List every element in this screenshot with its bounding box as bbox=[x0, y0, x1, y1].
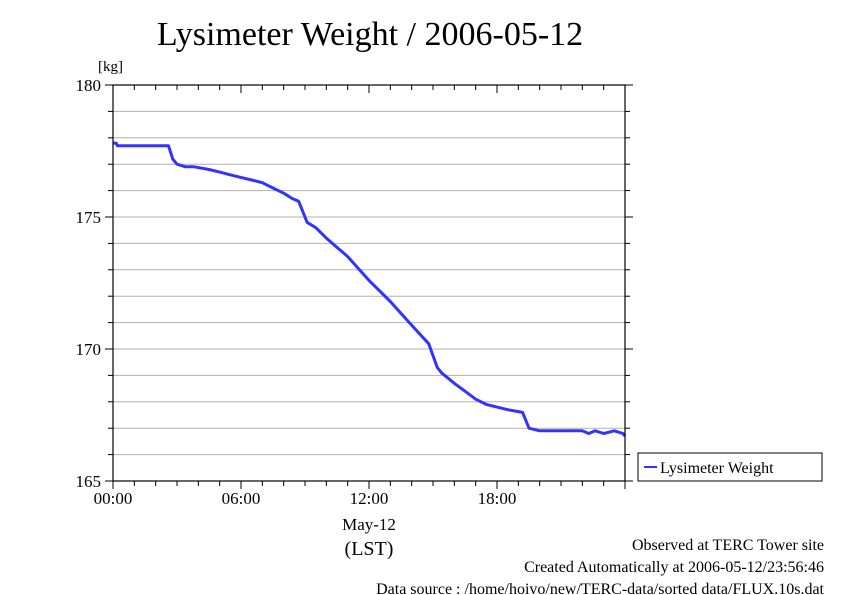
x-tick-label: 12:00 bbox=[350, 489, 389, 508]
x-axis-date-label: May-12 bbox=[342, 515, 396, 534]
plot-frame bbox=[112, 84, 626, 482]
chart-title: Lysimeter Weight / 2006-05-12 bbox=[157, 16, 583, 53]
x-axis-timezone-label: (LST) bbox=[345, 538, 394, 560]
x-tick-label: 06:00 bbox=[222, 489, 261, 508]
footer-created: Created Automatically at 2006-05-12/23:5… bbox=[524, 559, 824, 576]
y-tick-label: 165 bbox=[76, 472, 102, 491]
x-tick-label: 18:00 bbox=[478, 489, 517, 508]
y-axis-label: [kg] bbox=[98, 59, 123, 75]
legend-box bbox=[637, 452, 823, 482]
y-tick-label: 180 bbox=[76, 76, 102, 95]
footer-observed: Observed at TERC Tower site bbox=[632, 537, 824, 554]
y-tick-label: 170 bbox=[76, 340, 102, 359]
legend-label: Lysimeter Weight bbox=[660, 460, 774, 477]
legend: Lysimeter Weight bbox=[637, 452, 823, 482]
x-tick-label: 00:00 bbox=[94, 489, 133, 508]
tick-labels: 165 170 175 180 00:00 06:00 12:00 18:00 bbox=[76, 76, 517, 508]
series-line-lysimeter-weight bbox=[113, 141, 627, 438]
footer-data-source: Data source : /home/hoivo/new/TERC-data/… bbox=[376, 581, 824, 595]
axis-ticks bbox=[105, 84, 633, 489]
grid bbox=[113, 110, 625, 456]
y-tick-label: 175 bbox=[76, 208, 102, 227]
